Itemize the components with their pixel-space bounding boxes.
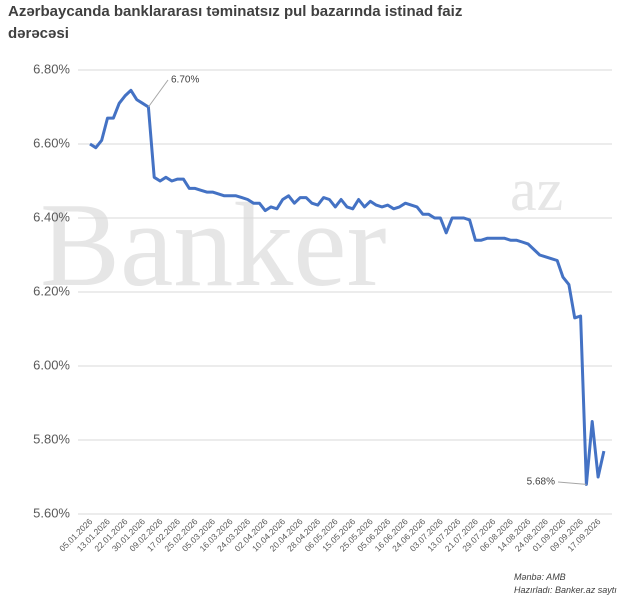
y-tick-label: 6.20%	[33, 283, 70, 298]
annotation: 6.70%	[171, 75, 199, 86]
watermark: Banker	[40, 178, 387, 311]
y-tick-label: 6.40%	[33, 209, 70, 224]
watermark-superscript: az	[510, 157, 563, 223]
y-tick-label: 5.80%	[33, 431, 70, 446]
y-tick-label: 6.60%	[33, 135, 70, 150]
leader-line	[147, 79, 169, 108]
source: Mənbə: AMB	[514, 572, 566, 582]
annotation: 5.68%	[527, 477, 555, 488]
chart-title: Azərbaycanda banklararası təminatsız pul…	[8, 3, 462, 20]
y-tick-label: 6.00%	[33, 357, 70, 372]
leader-line	[557, 481, 587, 485]
chart-title-line2: dərəcəsi	[8, 25, 69, 42]
y-tick-label: 6.80%	[33, 61, 70, 76]
series-line	[89, 88, 606, 486]
credit: Hazırladı: Banker.az saytı	[514, 585, 617, 595]
y-tick-label: 5.60%	[33, 505, 70, 520]
